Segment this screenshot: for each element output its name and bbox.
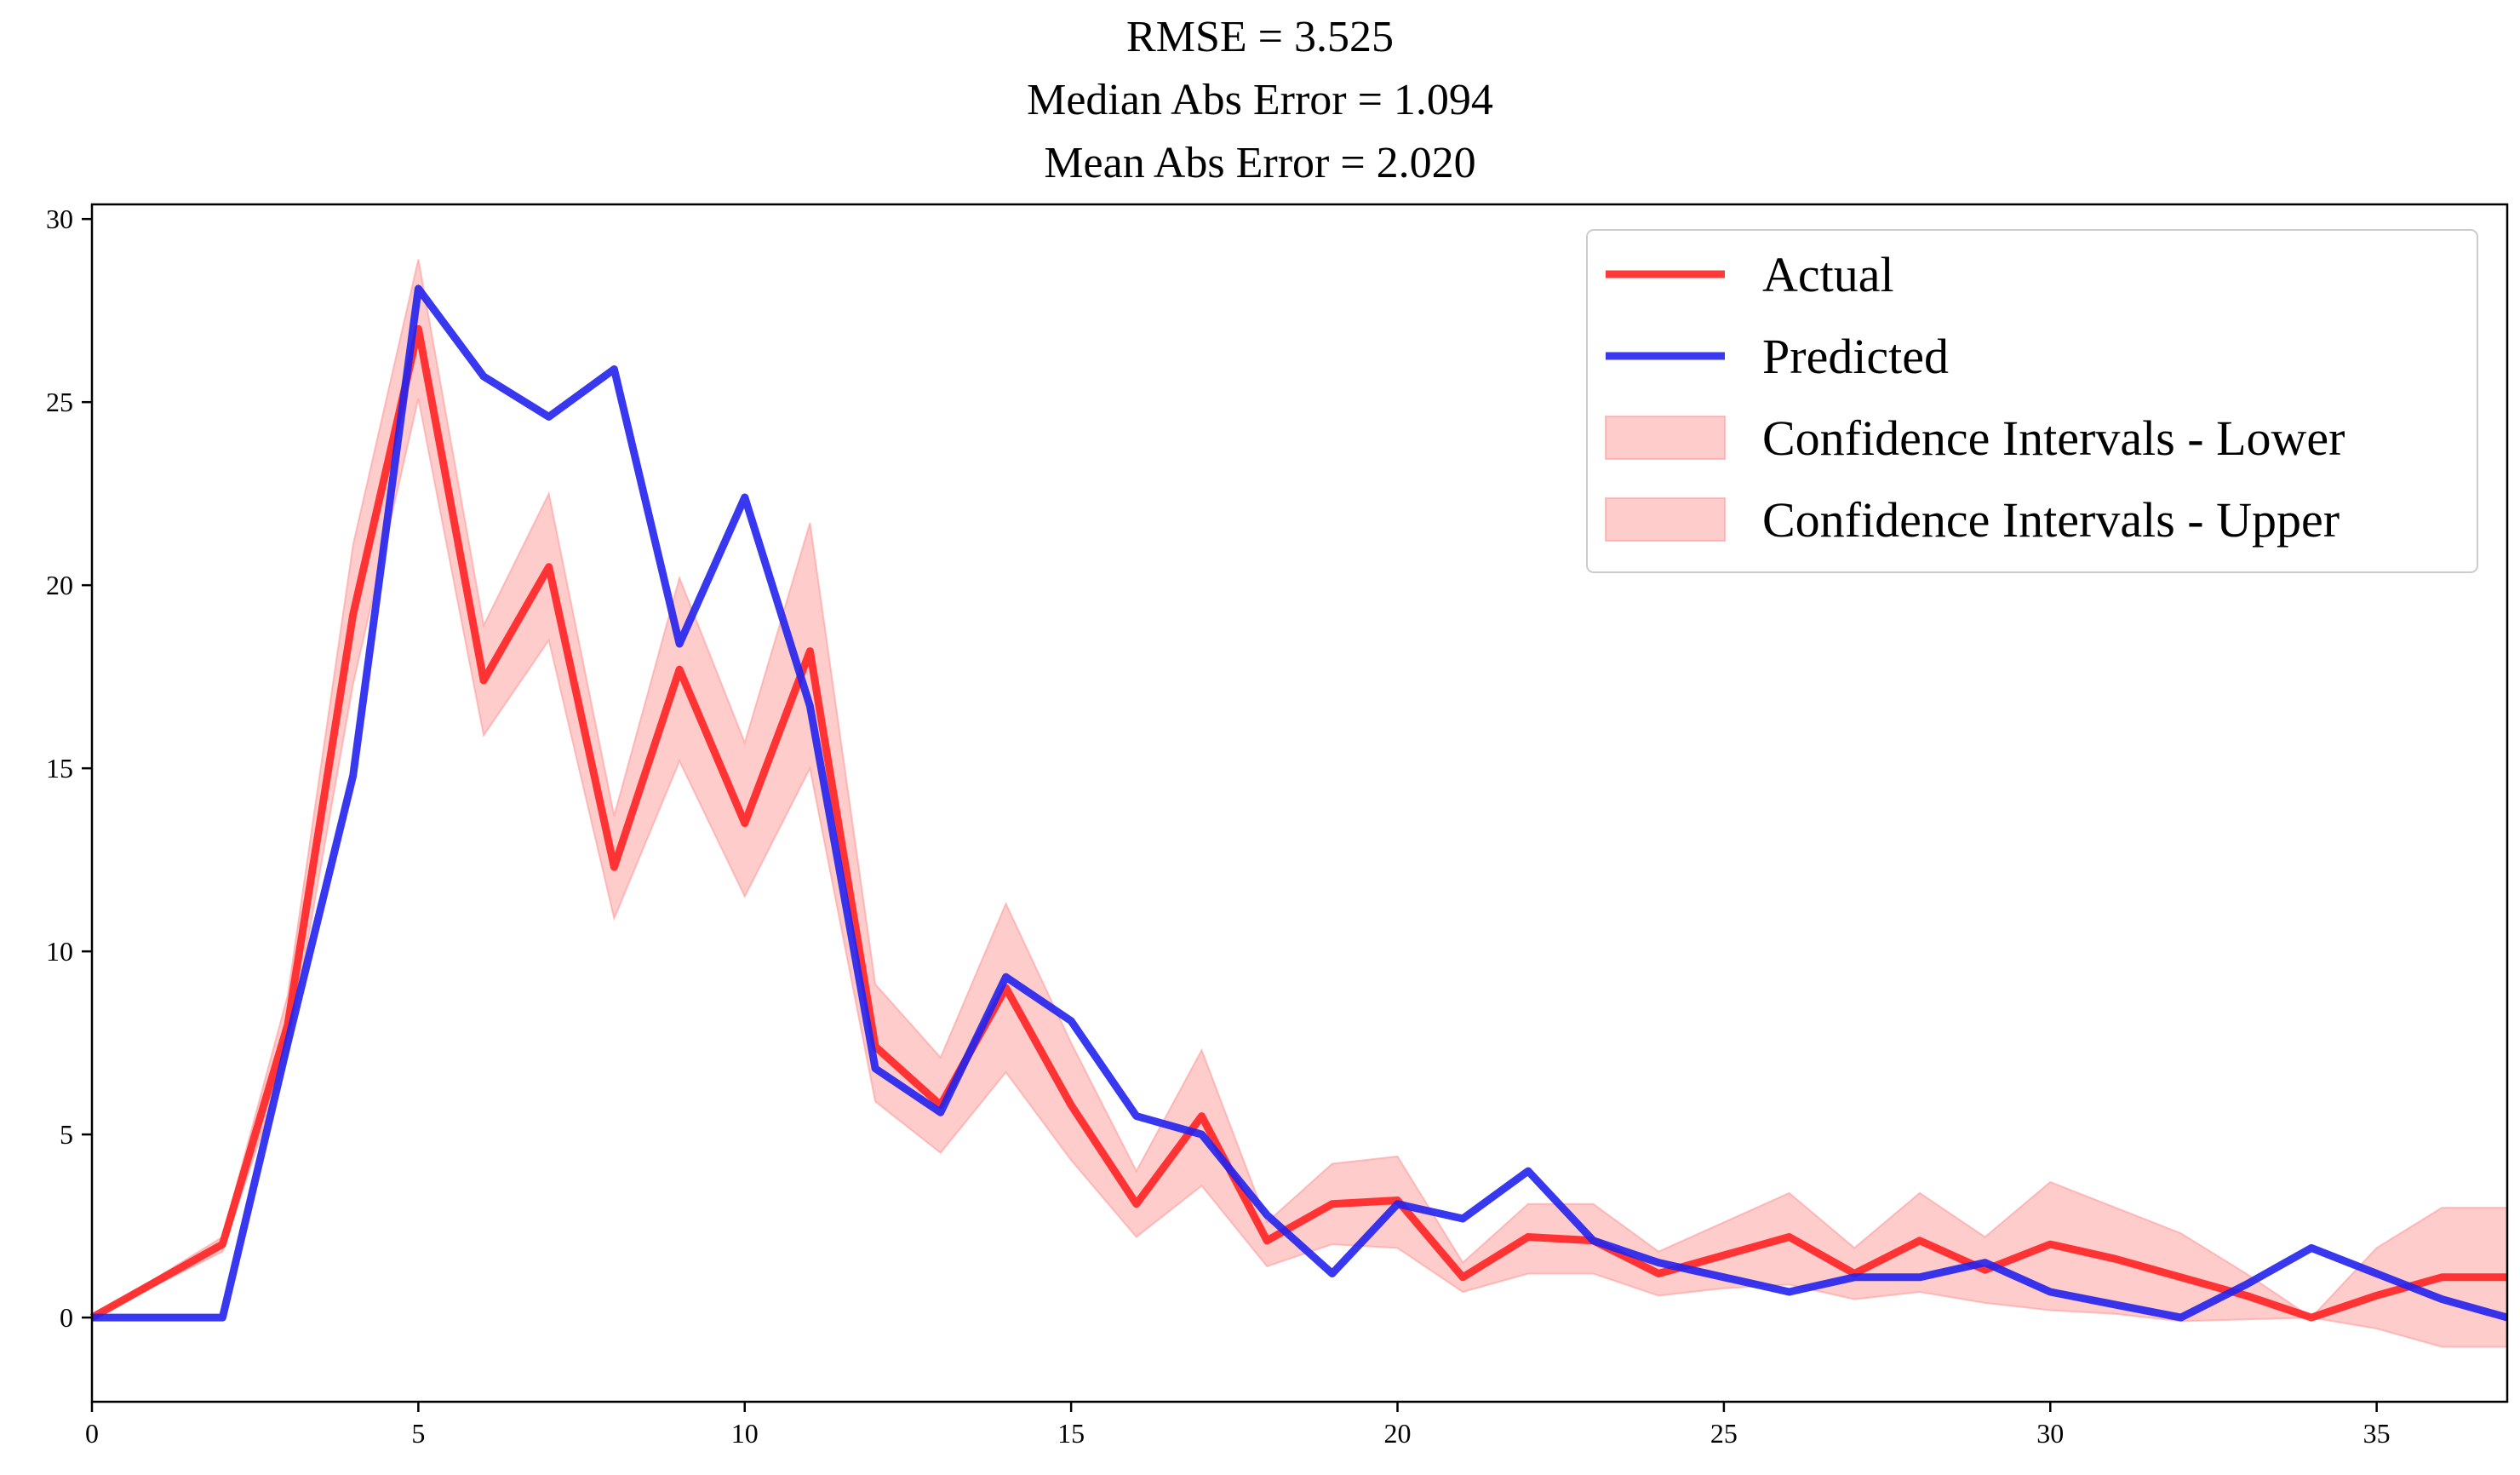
y-tick-label: 5: [60, 1119, 73, 1150]
x-tick-label: 5: [411, 1418, 425, 1449]
series-line-predicted: [92, 284, 2509, 1322]
x-tick-label: 10: [731, 1418, 759, 1449]
y-tick-label: 30: [46, 204, 73, 234]
x-tick-label: 0: [85, 1418, 99, 1449]
x-tick-label: 30: [2036, 1418, 2064, 1449]
x-tick-label: 25: [1710, 1418, 1738, 1449]
legend-label-confidence-intervals-lower: Confidence Intervals - Lower: [1762, 410, 2345, 466]
legend-label-confidence-intervals-upper: Confidence Intervals - Upper: [1762, 492, 2340, 548]
x-tick-label: 20: [1384, 1418, 1412, 1449]
legend-box: [1586, 229, 2478, 573]
series-line-actual: [89, 324, 2507, 1322]
title-rmse: RMSE = 3.525: [1126, 13, 1394, 61]
y-tick-label: 10: [46, 936, 73, 967]
y-tick-label: 20: [46, 570, 73, 600]
x-tick-label: 15: [1057, 1418, 1085, 1449]
title-median-abs-error: Median Abs Error = 1.094: [1027, 76, 1493, 124]
x-tick-label: 35: [2363, 1418, 2391, 1449]
y-tick-label: 15: [46, 753, 73, 783]
title-mean-abs-error: Mean Abs Error = 2.020: [1044, 139, 1475, 187]
legend-label-predicted: Predicted: [1762, 329, 1949, 384]
chart-title: RMSE = 3.525 Median Abs Error = 1.094 Me…: [1027, 13, 1493, 187]
axes: 0 5 10 15 20 25 30 35 0 5 10 15 20 25 30: [46, 203, 2509, 1449]
legend-label-actual: Actual: [1762, 247, 1894, 302]
plot-frame: [90, 203, 2509, 1403]
y-tick-label: 0: [60, 1302, 73, 1333]
legend: Actual Predicted Confidence Intervals - Lo…: [1586, 229, 2478, 573]
y-tick-label: 25: [46, 387, 73, 417]
legend-swatch-confidence-intervals-lower: [1605, 416, 1726, 460]
legend-swatch-confidence-intervals-upper: [1605, 497, 1726, 542]
series-lines: [89, 284, 2509, 1322]
